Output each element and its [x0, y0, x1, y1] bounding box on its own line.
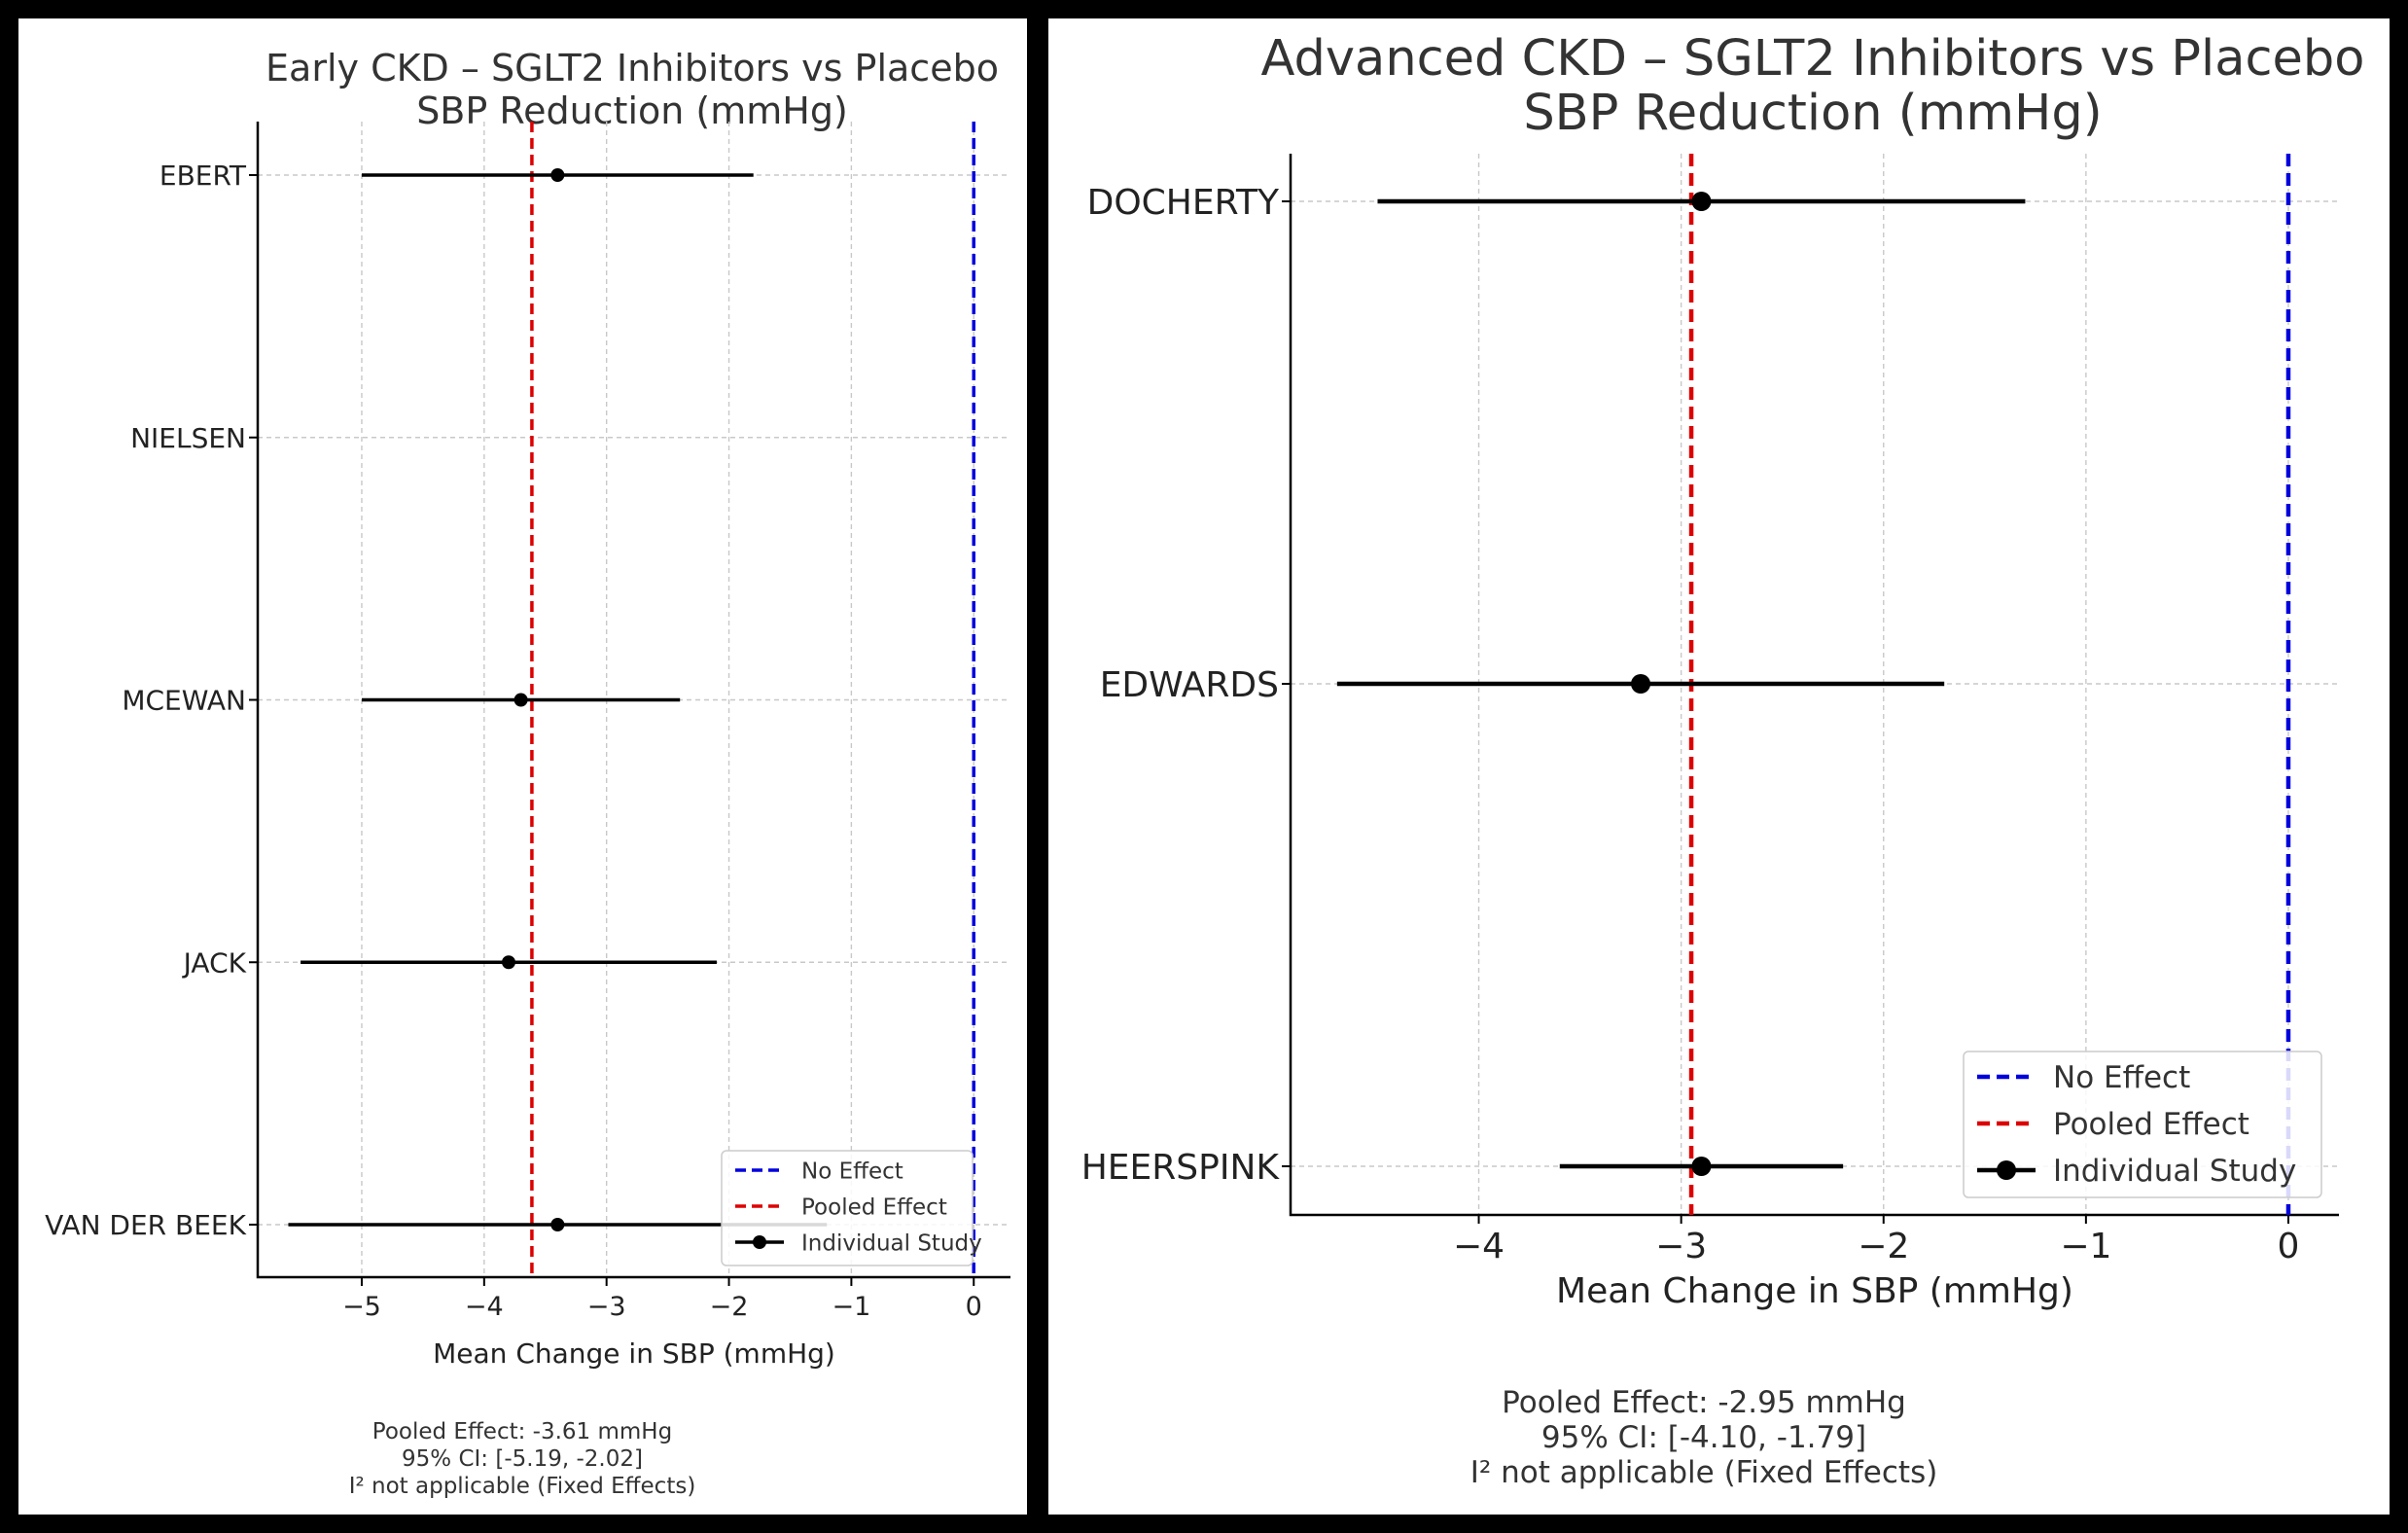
x-tick-label: −3 — [1655, 1227, 1707, 1266]
y-tick-label: VAN DER BEEK — [45, 1209, 247, 1241]
footnote-line: I² not applicable (Fixed Effects) — [349, 1474, 696, 1499]
legend-label: Individual Study — [2053, 1154, 2296, 1189]
x-tick-label: −4 — [1453, 1227, 1505, 1266]
legend-study-marker — [753, 1235, 766, 1249]
legend-box — [721, 1150, 974, 1266]
chart-subtitle: SBP Reduction (mmHg) — [416, 89, 848, 132]
study-point — [513, 693, 528, 707]
early-ckd-forest-plot-panel: Early CKD – SGLT2 Inhibitors vs Placebo S… — [18, 18, 1027, 1515]
x-tick-label: 0 — [2278, 1227, 2300, 1266]
x-axis-label: Mean Change in SBP (mmHg) — [1556, 1271, 2073, 1311]
study-point — [1691, 192, 1712, 211]
x-tick-label: 0 — [966, 1292, 982, 1322]
y-tick-label: EBERT — [159, 160, 247, 192]
legend-label: Pooled Effect — [2053, 1107, 2249, 1142]
y-tick-label: MCEWAN — [122, 685, 246, 717]
axes-spine — [256, 122, 1010, 1279]
x-axis-label: Mean Change in SBP (mmHg) — [433, 1337, 835, 1370]
y-tick-label: EDWARDS — [1100, 665, 1279, 705]
chart-title: Early CKD – SGLT2 Inhibitors vs Placebo — [266, 47, 999, 89]
x-tick-label: −1 — [832, 1292, 870, 1322]
y-tick-label: JACK — [182, 946, 247, 979]
advanced-ckd-forest-plot: Advanced CKD – SGLT2 Inhibitors vs Place… — [1081, 30, 2365, 1490]
x-tick-label: −1 — [2060, 1227, 2111, 1266]
legend-study-marker — [1997, 1160, 2016, 1180]
axes-spine — [1289, 154, 2339, 1217]
study-point — [502, 955, 515, 970]
y-tick-label: DOCHERTY — [1087, 183, 1280, 223]
legend-label: No Effect — [2053, 1060, 2190, 1095]
x-tick-label: −4 — [465, 1292, 504, 1322]
early-ckd-forest-plot: Early CKD – SGLT2 Inhibitors vs PlaceboS… — [45, 47, 1010, 1499]
advanced-ckd-forest-plot-panel: Advanced CKD – SGLT2 Inhibitors vs Place… — [1048, 18, 2390, 1515]
study-point — [550, 1218, 565, 1231]
x-tick-label: −3 — [587, 1292, 626, 1322]
legend-box — [1963, 1051, 2322, 1198]
x-tick-label: −2 — [1858, 1227, 1909, 1266]
chart-title: Advanced CKD – SGLT2 Inhibitors vs Place… — [1261, 30, 2365, 88]
footnote-line: Pooled Effect: -3.61 mmHg — [372, 1419, 672, 1444]
study-point — [1631, 674, 1651, 694]
footnote-line: Pooled Effect: -2.95 mmHg — [1502, 1385, 1906, 1420]
footnote-line: 95% CI: [-4.10, -1.79] — [1541, 1420, 1866, 1455]
footnote-line: 95% CI: [-5.19, -2.02] — [402, 1446, 643, 1472]
legend-label: Individual Study — [801, 1230, 982, 1256]
legend-label: No Effect — [801, 1159, 903, 1184]
x-tick-label: −5 — [342, 1292, 381, 1322]
footnote-line: I² not applicable (Fixed Effects) — [1470, 1455, 1938, 1490]
x-tick-label: −2 — [710, 1292, 749, 1322]
chart-subtitle: SBP Reduction (mmHg) — [1523, 85, 2102, 142]
y-tick-label: NIELSEN — [130, 422, 246, 454]
y-tick-label: HEERSPINK — [1081, 1148, 1281, 1188]
study-point — [1691, 1157, 1712, 1176]
study-point — [550, 168, 565, 182]
legend-label: Pooled Effect — [801, 1194, 947, 1220]
